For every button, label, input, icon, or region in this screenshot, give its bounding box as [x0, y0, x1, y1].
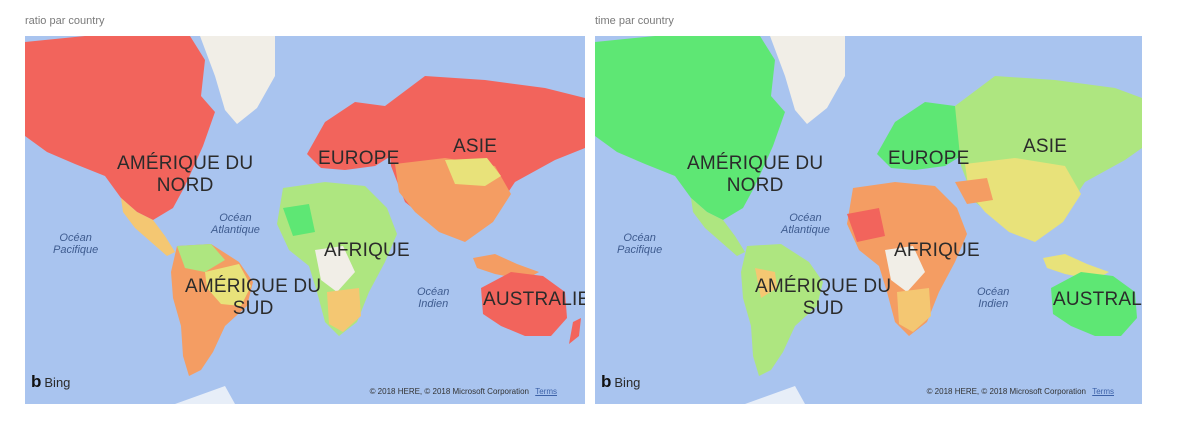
label-indian-ocean: Océan Indien: [977, 286, 1010, 310]
australia-shape: [1051, 272, 1137, 336]
map-canvas[interactable]: AMÉRIQUE DU NORD EUROPE ASIE AFRIQUE AMÉ…: [595, 36, 1142, 404]
label-pacific-ocean: Océan Pacifique: [53, 232, 99, 256]
label-pacific-ocean: Océan Pacifique: [617, 232, 663, 256]
australia-shape: [481, 272, 567, 336]
middle-east-shape: [955, 178, 993, 204]
label-europe: EUROPE: [318, 148, 400, 169]
south-america-mid: [755, 268, 777, 298]
map-canvas[interactable]: AMÉRIQUE DU NORD EUROPE ASIE AFRIQUE AMÉ…: [25, 36, 585, 404]
bing-icon: b: [601, 372, 612, 391]
label-south-america: AMÉRIQUE DU SUD: [755, 276, 892, 319]
greenland-shape: [770, 36, 845, 124]
africa-south: [897, 288, 931, 332]
africa-central: [315, 246, 355, 292]
label-asia: ASIE: [1023, 136, 1068, 157]
label-north-america: AMÉRIQUE DU NORD: [687, 153, 824, 196]
choropleth-layer: [25, 36, 585, 404]
africa-west: [283, 204, 315, 236]
visual-title: ratio par country: [25, 15, 105, 27]
north-america-shape: [25, 36, 215, 220]
map-copyright: © 2018 HERE, © 2018 Microsoft Corporatio…: [927, 387, 1114, 396]
central-america-shape: [121, 198, 175, 256]
africa-south: [327, 288, 361, 332]
bing-logo: b Bing: [601, 372, 640, 392]
label-south-america: AMÉRIQUE DU SUD: [185, 276, 322, 319]
terms-link[interactable]: Terms: [1092, 387, 1114, 396]
terms-link[interactable]: Terms: [535, 387, 557, 396]
africa-central: [885, 246, 925, 292]
bing-label: Bing: [614, 374, 641, 390]
south-america-north: [177, 244, 225, 272]
copyright-text: © 2018 HERE, © 2018 Microsoft Corporatio…: [926, 387, 1086, 396]
label-atlantic-ocean: Océan Atlantique: [781, 212, 830, 236]
label-north-america: AMÉRIQUE DU NORD: [117, 153, 254, 196]
china-shape: [445, 158, 501, 186]
label-australia: AUSTRALIE: [483, 289, 585, 310]
central-america-shape: [691, 198, 745, 256]
brazil-shape: [205, 264, 251, 306]
europe-shape: [307, 102, 397, 170]
greenland-shape: [200, 36, 275, 124]
bing-label: Bing: [44, 374, 71, 390]
label-atlantic-ocean: Océan Atlantique: [211, 212, 260, 236]
bing-logo: b Bing: [31, 372, 70, 392]
label-asia: ASIE: [453, 136, 498, 157]
africa-west: [847, 208, 885, 242]
choropleth-layer: [595, 36, 1142, 404]
label-europe: EUROPE: [888, 148, 970, 169]
copyright-text: © 2018 HERE, © 2018 Microsoft Corporatio…: [369, 387, 529, 396]
label-africa: AFRIQUE: [894, 240, 980, 261]
europe-shape: [877, 102, 967, 170]
antarctica-shape: [175, 386, 235, 404]
north-america-shape: [595, 36, 785, 220]
visual-title: time par country: [595, 15, 674, 27]
new-zealand-shape: [569, 318, 581, 344]
label-africa: AFRIQUE: [324, 240, 410, 261]
antarctica-shape: [745, 386, 805, 404]
bing-icon: b: [31, 372, 42, 391]
label-indian-ocean: Océan Indien: [417, 286, 450, 310]
map-copyright: © 2018 HERE, © 2018 Microsoft Corporatio…: [370, 387, 557, 396]
label-australia: AUSTRALIE: [1053, 289, 1142, 310]
asia-south: [965, 158, 1081, 242]
